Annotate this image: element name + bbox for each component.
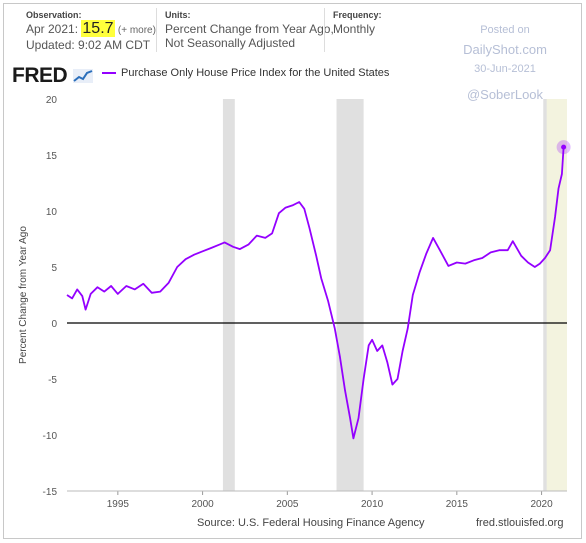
- legend-swatch: [102, 72, 116, 74]
- recent-period-highlight: [544, 99, 567, 491]
- chart-site-link[interactable]: fred.stlouisfed.org: [476, 517, 564, 529]
- x-tick-label: 2005: [276, 499, 299, 510]
- watermark-date: 30-Jun-2021: [474, 63, 536, 75]
- watermark-handle: @SoberLook: [466, 87, 544, 102]
- chart-legend: Purchase Only House Price Index for the …: [102, 67, 389, 79]
- units-line-1: Percent Change from Year Ago,: [165, 22, 334, 36]
- recession-shading: [222, 99, 235, 491]
- updated-time: Updated: 9:02 AM CDT: [26, 38, 151, 52]
- y-tick-label: -10: [43, 431, 58, 442]
- x-tick-label: 2010: [361, 499, 384, 510]
- legend-series-name: Purchase Only House Price Index for the …: [121, 67, 390, 79]
- frequency-block: Frequency: Monthly: [333, 8, 382, 36]
- last-point-marker: [561, 144, 567, 150]
- watermark: Posted on DailyShot.com 30-Jun-2021 @Sob…: [430, 24, 580, 108]
- units-line-2: Not Seasonally Adjusted: [165, 36, 296, 50]
- observation-block: Observation: Apr 2021: 15.7 (+ more) Upd…: [26, 8, 156, 52]
- chart-axis-layer: -15 -10 -5 0 5 10 15 20 1995 2000 2005 2010 2015 2020…: [18, 95, 567, 510]
- chart-background-layer: [222, 99, 567, 491]
- observation-line: Apr 2021: 15.7 (+ more): [26, 20, 156, 38]
- y-tick-label: 5: [51, 263, 57, 274]
- y-axis-label: Percent Change from Year Ago: [18, 226, 29, 364]
- chart-source: Source: U.S. Federal Housing Finance Age…: [197, 517, 425, 529]
- frequency-label: Frequency:: [333, 10, 382, 20]
- watermark-site: DailyShot.com: [463, 42, 547, 57]
- recession-shading: [543, 99, 547, 491]
- chart-frame: [3, 3, 582, 539]
- watermark-posted-on: Posted on: [480, 24, 530, 36]
- y-tick-label: 15: [46, 151, 58, 162]
- series-line: [66, 147, 565, 440]
- fred-logo-text: FRED: [12, 64, 68, 87]
- y-tick-label: -5: [48, 375, 57, 386]
- header-divider: [156, 8, 157, 52]
- fred-logo[interactable]: FRED: [12, 64, 93, 88]
- units-block: Units: Percent Change from Year Ago, Not…: [165, 8, 334, 50]
- observation-label: Observation:: [26, 10, 82, 20]
- y-tick-label: 10: [46, 207, 58, 218]
- chart-series-layer: [66, 140, 571, 440]
- observation-period: Apr 2021:: [26, 22, 79, 36]
- y-tick-label: -15: [43, 487, 58, 498]
- units-label: Units:: [165, 10, 191, 20]
- x-tick-label: 2015: [446, 499, 469, 510]
- header-divider: [324, 8, 325, 52]
- recession-shading: [336, 99, 364, 491]
- fred-chart-icon: [72, 69, 93, 84]
- x-tick-label: 2020: [530, 499, 553, 510]
- frequency-value: Monthly: [333, 22, 376, 36]
- observation-more-link[interactable]: (+ more): [117, 25, 156, 36]
- y-tick-label: 20: [46, 95, 58, 106]
- x-tick-label: 1995: [107, 499, 130, 510]
- observation-value: 15.7: [81, 20, 115, 37]
- y-tick-label: 0: [51, 319, 57, 330]
- x-tick-label: 2000: [191, 499, 214, 510]
